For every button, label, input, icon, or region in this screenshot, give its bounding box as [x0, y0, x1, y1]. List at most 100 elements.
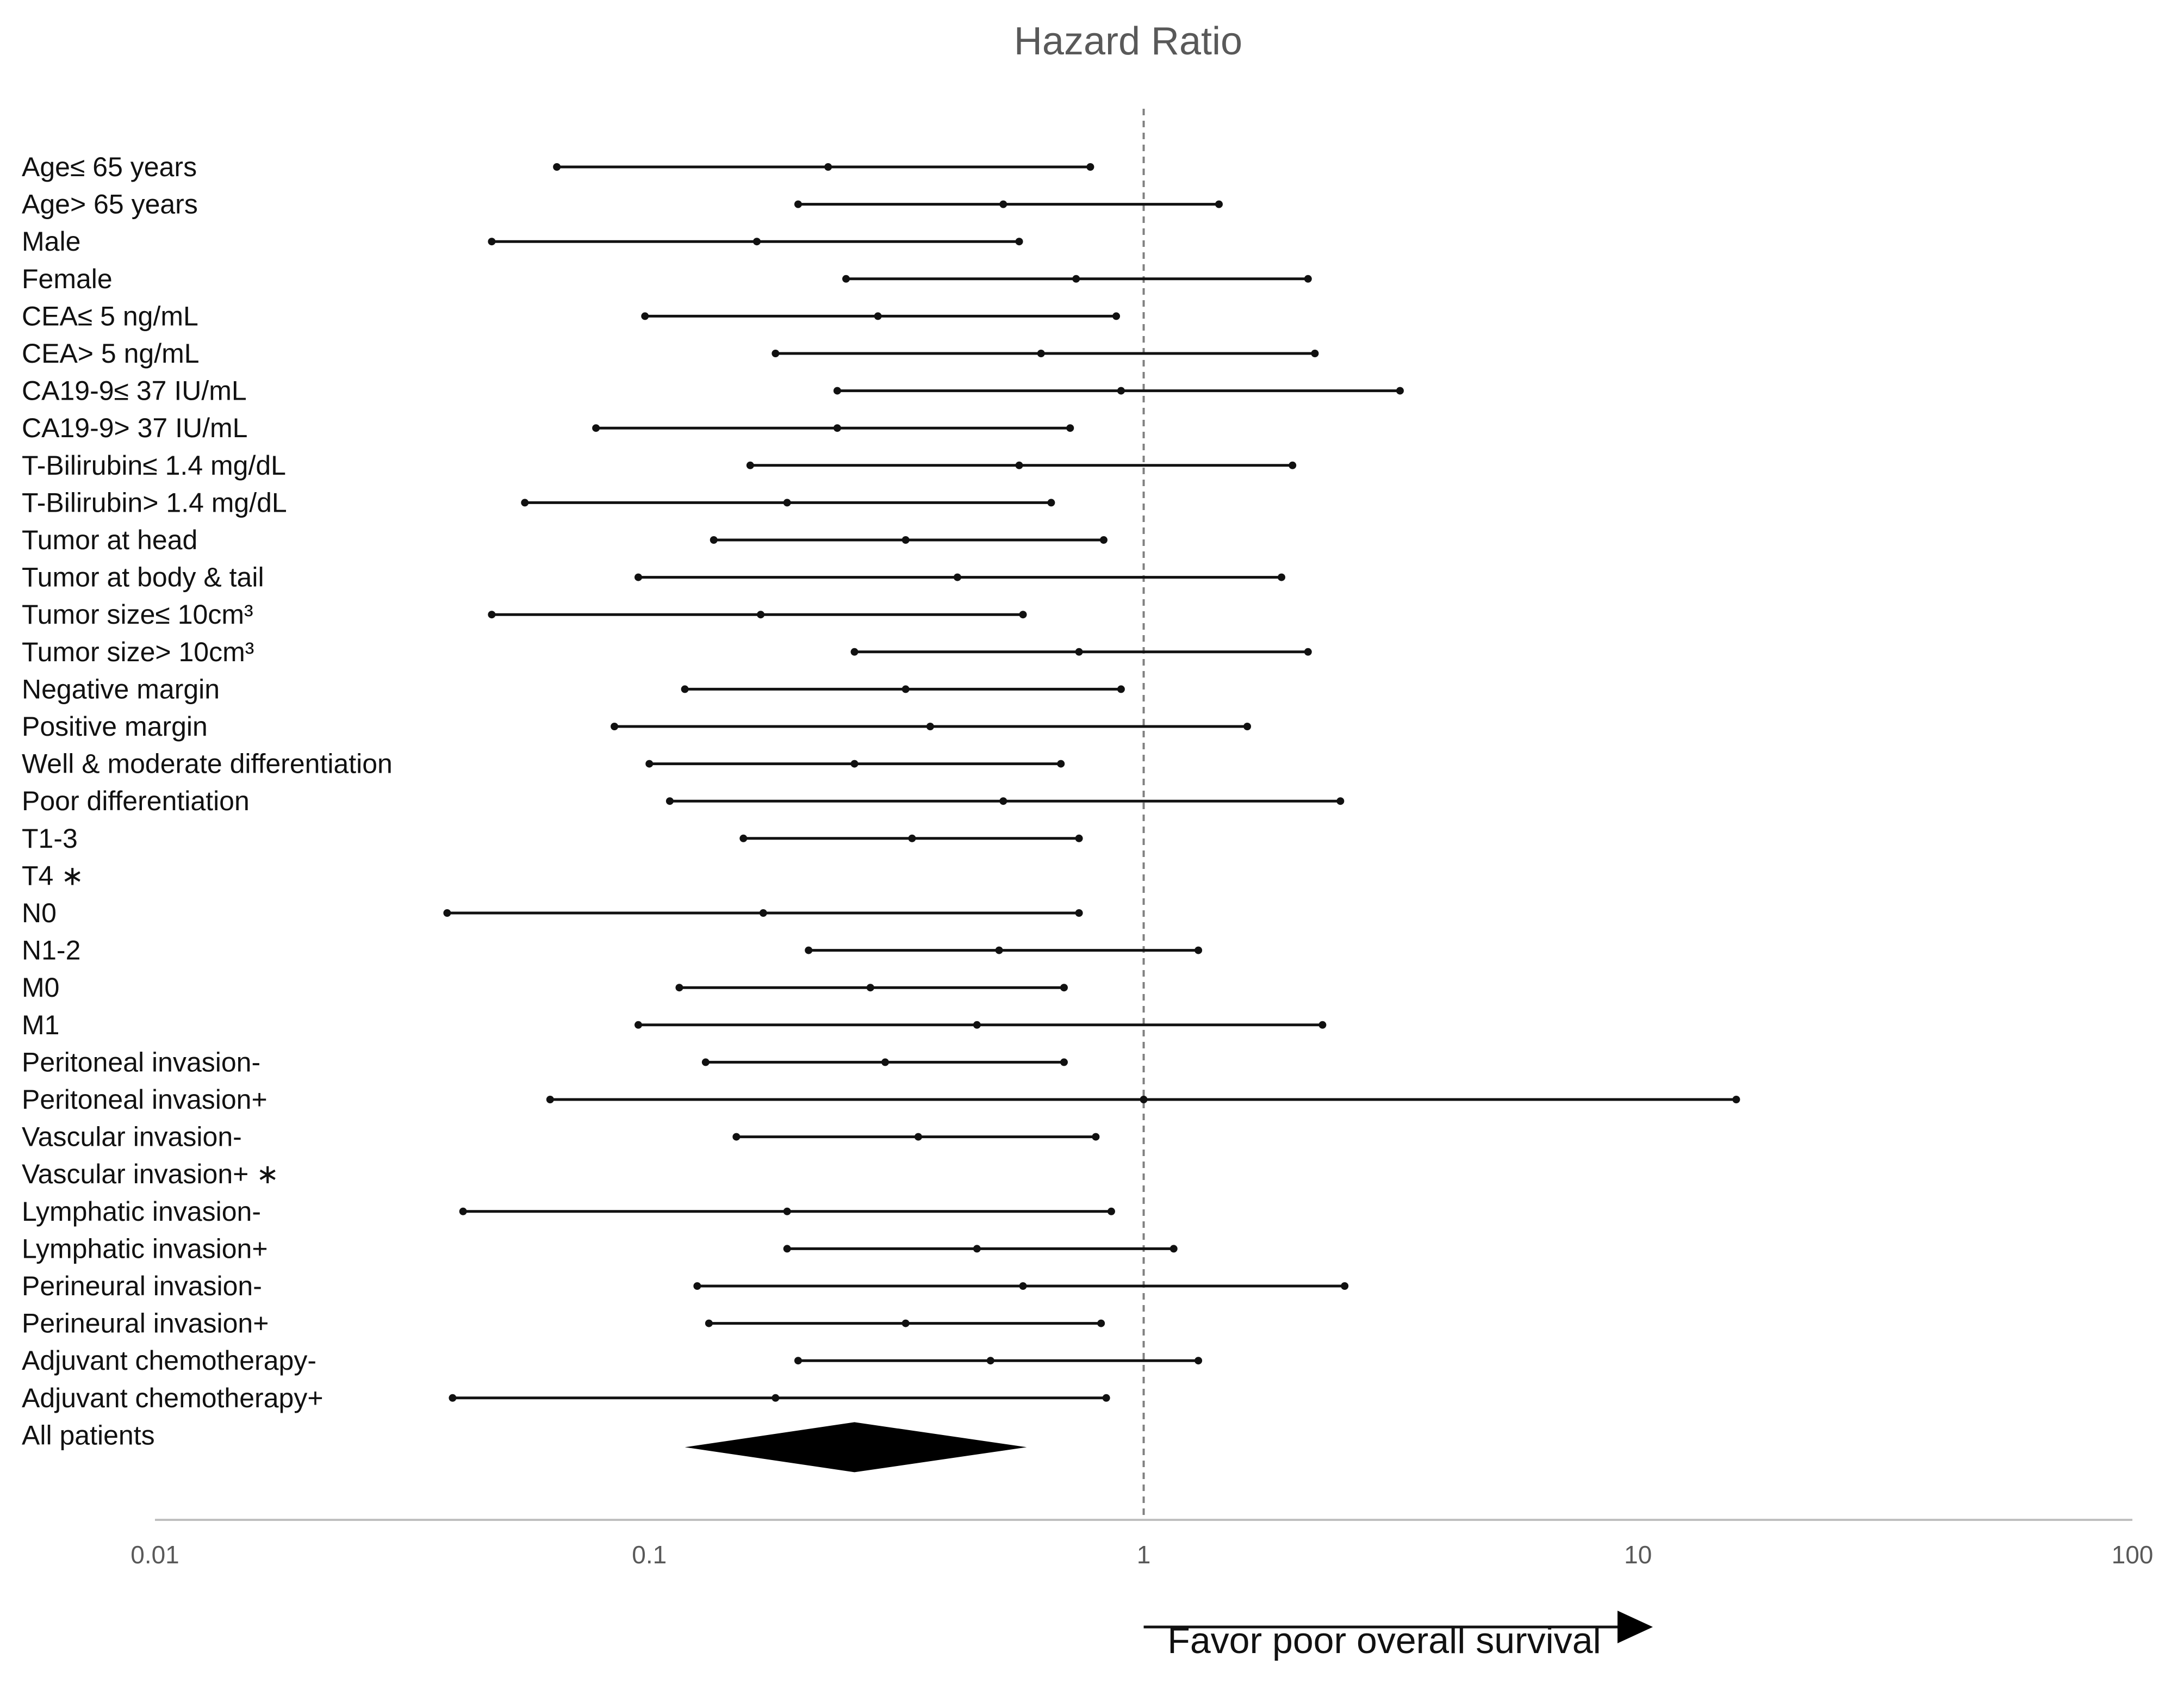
- ci-upper-point: [1102, 1394, 1110, 1402]
- ci-row: [681, 685, 1125, 693]
- row-label: Age≤ 65 years: [22, 152, 197, 182]
- ci-lower-point: [675, 984, 683, 992]
- hr-point: [995, 946, 1003, 954]
- row-label: N1-2: [22, 935, 80, 966]
- ci-row: [641, 312, 1121, 320]
- hr-point: [850, 760, 859, 768]
- x-tick-label: 1: [1137, 1541, 1151, 1569]
- row-label: Tumor at body & tail: [22, 562, 264, 593]
- ci-upper-point: [1015, 238, 1023, 246]
- hr-point: [772, 1394, 780, 1402]
- x-tick-label: 0.01: [130, 1541, 179, 1569]
- hr-point: [1140, 1096, 1148, 1103]
- ci-lower-point: [833, 387, 841, 395]
- ci-lower-point: [701, 1058, 710, 1066]
- ci-lower-point: [521, 499, 529, 507]
- ci-row: [488, 238, 1023, 246]
- ci-lower-point: [710, 536, 718, 544]
- ci-lower-point: [459, 1207, 467, 1215]
- row-label: Negative margin: [22, 674, 220, 704]
- ci-row: [553, 163, 1094, 171]
- row-labels: Age≤ 65 years Age> 65 years Male Female CEA≤…: [22, 152, 393, 1450]
- hr-point: [986, 1357, 994, 1365]
- ci-upper-point: [1097, 1319, 1105, 1327]
- hr-point: [881, 1058, 889, 1066]
- ci-lower-point: [443, 909, 451, 917]
- hr-point: [908, 834, 916, 842]
- ci-row: [488, 611, 1027, 619]
- direction-arrow: [1143, 1611, 1653, 1643]
- x-axis-ticks: 0.01 0.1 1 10 100: [130, 1541, 2153, 1569]
- chart-title: Hazard Ratio: [1014, 20, 1242, 63]
- hr-point: [783, 1207, 791, 1215]
- hr-point: [1075, 648, 1083, 656]
- ci-upper-point: [1318, 1021, 1327, 1029]
- hr-point: [901, 536, 910, 544]
- row-label: Age> 65 years: [22, 189, 198, 220]
- ci-lower-point: [732, 1133, 741, 1141]
- x-tick-label: 0.1: [632, 1541, 667, 1569]
- ci-row: [675, 984, 1068, 992]
- ci-row: [746, 461, 1297, 469]
- ci-upper-point: [1341, 1282, 1349, 1290]
- ci-row: [521, 499, 1055, 507]
- row-label: Adjuvant chemotherapy+: [22, 1383, 324, 1413]
- row-label: Well & moderate differentiation: [22, 749, 393, 779]
- ci-lower-point: [553, 163, 561, 171]
- hr-point: [1072, 275, 1080, 283]
- row-label: CA19-9> 37 IU/mL: [22, 413, 247, 443]
- hr-point: [866, 984, 874, 992]
- ci-row: [701, 1058, 1068, 1066]
- ci-row: [459, 1207, 1115, 1215]
- hr-point: [1015, 461, 1023, 469]
- ci-lower-point: [641, 312, 649, 320]
- ci-lower-point: [805, 946, 813, 954]
- row-label: Positive margin: [22, 711, 208, 742]
- hr-point: [874, 312, 882, 320]
- ci-upper-point: [1075, 909, 1083, 917]
- ci-row: [634, 573, 1285, 581]
- ci-upper-point: [1396, 387, 1404, 395]
- ci-upper-point: [1195, 1357, 1203, 1365]
- row-label: CEA> 5 ng/mL: [22, 338, 200, 369]
- row-label: M1: [22, 1010, 59, 1040]
- ci-lower-point: [449, 1394, 457, 1402]
- arrow-head-icon: [1618, 1611, 1653, 1643]
- ci-lower-point: [693, 1282, 701, 1290]
- ci-lower-point: [488, 238, 496, 246]
- row-label: CA19-9≤ 37 IU/mL: [22, 376, 247, 406]
- ci-upper-point: [1732, 1096, 1740, 1103]
- ci-upper-point: [1092, 1133, 1100, 1141]
- ci-row: [794, 1357, 1203, 1365]
- ci-row: [794, 200, 1223, 208]
- ci-rows: [443, 163, 1740, 1473]
- hr-point: [926, 723, 934, 730]
- row-label: T1-3: [22, 823, 78, 854]
- x-tick-label: 100: [2112, 1541, 2154, 1569]
- ci-row: [783, 1245, 1178, 1253]
- ci-lower-point: [645, 760, 654, 768]
- ci-lower-point: [739, 834, 748, 842]
- ci-upper-point: [1107, 1207, 1115, 1215]
- row-label: Poor differentiation: [22, 786, 250, 816]
- row-label: CEA≤ 5 ng/mL: [22, 301, 198, 331]
- ci-lower-point: [634, 1021, 642, 1029]
- row-label: Female: [22, 264, 113, 294]
- hr-point: [999, 200, 1007, 208]
- hr-point: [759, 909, 767, 917]
- ci-upper-point: [1117, 685, 1125, 693]
- hr-point: [1037, 350, 1045, 357]
- ci-row: [732, 1133, 1100, 1141]
- ci-row: [842, 275, 1312, 283]
- row-label: M0: [22, 972, 59, 1003]
- row-label-summary: All patients: [22, 1420, 155, 1450]
- ci-upper-point: [1019, 611, 1027, 619]
- ci-lower-point: [546, 1096, 554, 1103]
- ci-lower-point: [488, 611, 496, 619]
- ci-lower-point: [783, 1245, 791, 1253]
- ci-row: [693, 1282, 1349, 1290]
- ci-row: [739, 834, 1083, 842]
- hr-point: [901, 685, 910, 693]
- ci-row: [705, 1319, 1105, 1327]
- row-label: Vascular invasion+ ∗: [22, 1159, 279, 1189]
